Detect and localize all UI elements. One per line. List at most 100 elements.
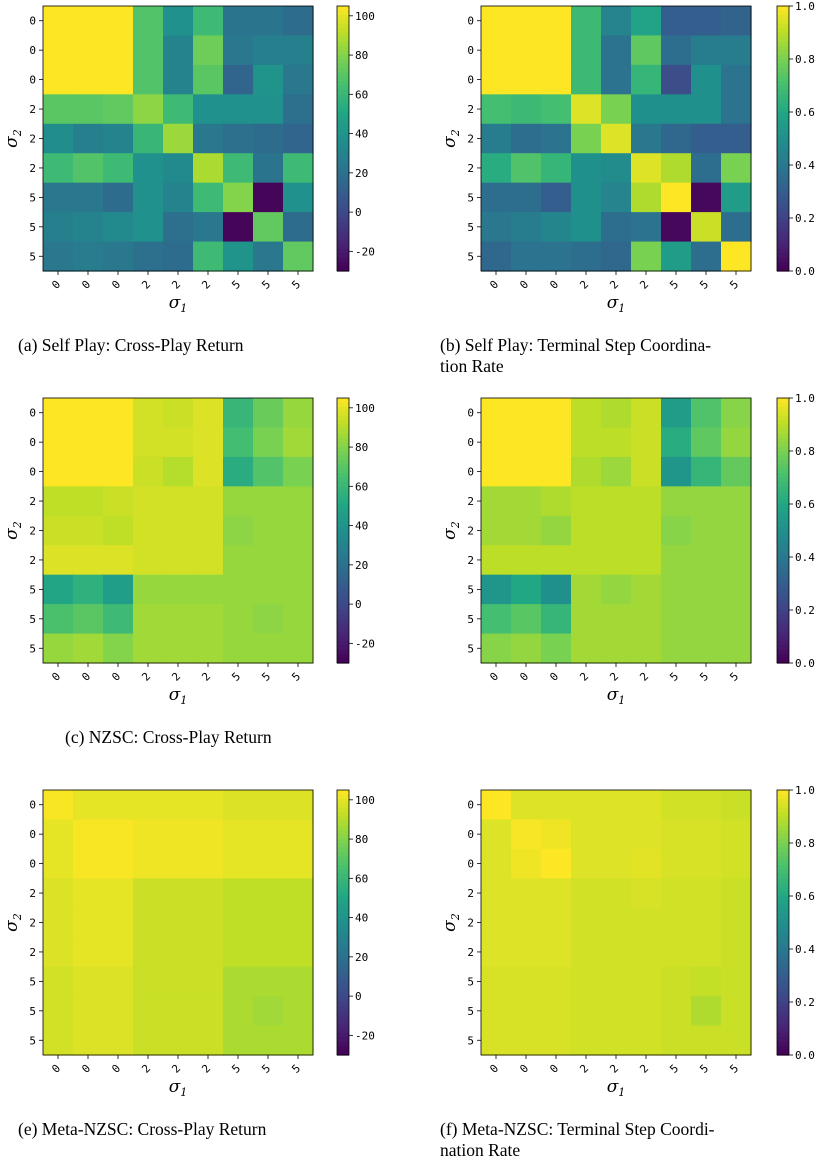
colorbar-segment: [337, 812, 349, 818]
heatmap-cell: [691, 456, 722, 487]
colorbar-segment: [337, 882, 349, 888]
x-tick-label: 5: [289, 670, 303, 684]
colorbar-segment: [777, 807, 789, 813]
heatmap-cell: [133, 427, 164, 458]
colorbar-segment: [777, 182, 789, 188]
heatmap-cell: [43, 456, 74, 487]
x-tick-label: 0: [487, 670, 501, 684]
colorbar-segment: [337, 543, 349, 549]
x-tick-label: 2: [199, 670, 213, 684]
heatmap-cell: [253, 819, 284, 850]
heatmap-cell: [691, 604, 722, 635]
heatmap-cell: [631, 64, 662, 95]
colorbar-segment: [777, 517, 789, 523]
heatmap-cell: [133, 545, 164, 576]
heatmap-cell: [481, 819, 512, 850]
heatmap-cell: [601, 456, 632, 487]
heatmap-cell: [253, 545, 284, 576]
x-tick-label: 5: [289, 278, 303, 292]
colorbar-segment: [777, 468, 789, 474]
x-tick-label: 0: [517, 278, 531, 292]
heatmap-cell: [631, 515, 662, 546]
heatmap-cell: [481, 123, 512, 154]
heatmap-cell: [283, 515, 314, 546]
x-tick-label: 2: [577, 278, 591, 292]
heatmap-cell: [541, 1025, 572, 1056]
colorbar-segment: [337, 14, 349, 20]
colorbar-segment: [777, 512, 789, 518]
colorbar-segment: [777, 873, 789, 879]
heatmap-cell: [631, 937, 662, 968]
heatmap-cell: [481, 212, 512, 243]
colorbar-segment: [337, 640, 349, 646]
colorbar-segment: [337, 645, 349, 651]
colorbar-segment: [337, 464, 349, 470]
heatmap-cell: [193, 515, 224, 546]
heatmap-cell: [691, 907, 722, 938]
heatmap-cell: [601, 633, 632, 664]
y-axis-label: σ2: [2, 129, 24, 148]
heatmap-cell: [511, 1025, 542, 1056]
heatmap-cell: [721, 545, 752, 576]
colorbar-segment: [337, 209, 349, 215]
colorbar-tick-label: 80: [355, 833, 368, 846]
heatmap-cell: [661, 6, 692, 37]
heatmap-cell: [631, 398, 662, 429]
colorbar-segment: [337, 935, 349, 941]
colorbar-segment: [777, 971, 789, 977]
heatmap-cell: [631, 966, 662, 997]
panel-caption: (f) Meta-NZSC: Terminal Step Coordi-: [440, 1119, 715, 1139]
colorbar-segment: [337, 614, 349, 620]
colorbar-segment: [777, 1032, 789, 1038]
heatmap-cell: [73, 545, 104, 576]
heatmap-cell: [571, 966, 602, 997]
heatmap-cell: [283, 153, 314, 184]
heatmap-cell: [541, 633, 572, 664]
heatmap-cell: [223, 574, 254, 605]
heatmap-cell: [661, 398, 692, 429]
heatmap-cell: [511, 604, 542, 635]
heatmap-cell: [193, 241, 224, 272]
heatmap-cell: [193, 848, 224, 879]
heatmap-cell: [511, 182, 542, 213]
colorbar-segment: [337, 820, 349, 826]
heatmap-cell: [571, 212, 602, 243]
heatmap-cell: [283, 819, 314, 850]
heatmap-cell: [103, 35, 134, 66]
y-tick-label: 2: [29, 525, 36, 538]
colorbar-segment: [777, 794, 789, 800]
y-tick-label: 0: [29, 799, 36, 812]
colorbar-frame: [776, 5, 790, 272]
colorbar-segment: [337, 574, 349, 580]
colorbar-segment: [777, 248, 789, 254]
x-axis-label: σ1: [607, 685, 626, 707]
heatmap-cell: [193, 35, 224, 66]
y-tick-label: 2: [29, 133, 36, 146]
heatmap-cell: [691, 35, 722, 66]
x-tick-label: 2: [577, 1062, 591, 1076]
heatmap-cell: [661, 153, 692, 184]
colorbar-segment: [337, 151, 349, 157]
colorbar-segment: [337, 557, 349, 563]
colorbar-segment: [777, 557, 789, 563]
heatmap-cell: [601, 996, 632, 1027]
heatmap-panel: 0 0 0 2 2 2 5 5 5 0 0 0 2 2 2 5 5 5 σ1 σ2 1.0 0.8 0.6 0.4 0.2 0.0…: [440, 392, 815, 707]
heatmap-cell: [193, 486, 224, 517]
heatmap-cell: [571, 996, 602, 1027]
colorbar-segment: [337, 107, 349, 113]
y-tick-label: 2: [29, 495, 36, 508]
heatmap-cell: [631, 6, 662, 37]
heatmap-cell: [571, 35, 602, 66]
colorbar-tick-label: 20: [355, 559, 368, 572]
heatmap-cell: [691, 64, 722, 95]
colorbar-segment: [777, 112, 789, 118]
colorbar-segment: [777, 790, 789, 796]
colorbar-segment: [777, 843, 789, 849]
colorbar-segment: [337, 904, 349, 910]
colorbar-segment: [337, 843, 349, 849]
x-tick-label: 2: [199, 278, 213, 292]
colorbar-segment: [337, 900, 349, 906]
heatmap-cell: [511, 123, 542, 154]
heatmap-cell: [283, 604, 314, 635]
heatmap-cell: [721, 35, 752, 66]
